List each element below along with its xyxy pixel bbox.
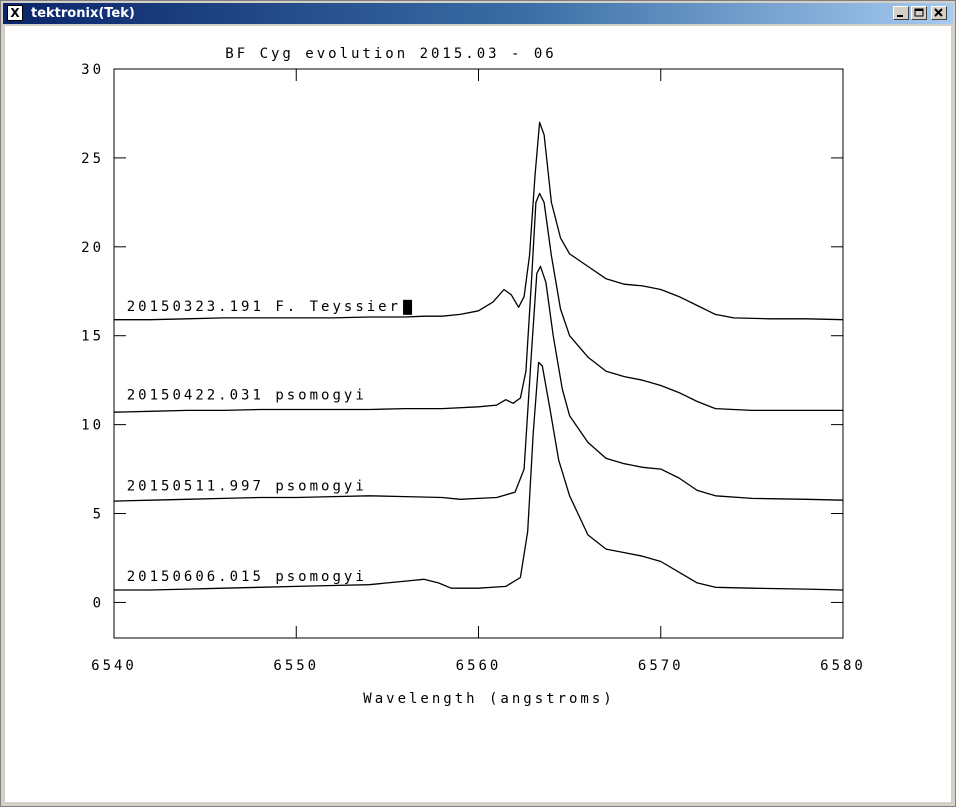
- series-label-4: 20150606.015 psomogyi: [127, 569, 367, 585]
- y-tick-label: 20: [81, 240, 104, 256]
- y-tick-label: 10: [81, 418, 104, 434]
- tek-canvas: 6540 6550 6560 6570 6580 0 5 10 15 20 25 30 2015032…: [5, 26, 951, 802]
- minimize-button[interactable]: [893, 6, 909, 20]
- series-line-1: [114, 121, 844, 321]
- x-tick-label: 6560: [456, 658, 502, 674]
- maximize-button[interactable]: [911, 6, 927, 20]
- title-bar[interactable]: X tektronix(Tek): [3, 3, 953, 24]
- plot-frame: [113, 68, 844, 639]
- minimize-icon: [897, 15, 903, 17]
- x-tick-label: 6570: [638, 658, 684, 674]
- chart-title: BF Cyg evolution 2015.03 - 06: [225, 46, 556, 62]
- close-button[interactable]: [931, 6, 947, 20]
- series-label-3: 20150511.997 psomogyi: [127, 478, 367, 494]
- y-tick-label: 30: [81, 62, 104, 78]
- window-title: tektronix(Tek): [31, 6, 135, 21]
- series-label-1: 20150323.191 F. Teyssier: [127, 299, 401, 315]
- x-tick-label: 6540: [91, 658, 137, 674]
- y-tick-label: 15: [81, 329, 104, 345]
- spectrum-chart: 6540 6550 6560 6570 6580 0 5 10 15 20 25 30 2015032…: [81, 46, 866, 707]
- y-tick-label: 0: [93, 595, 104, 611]
- series-label-2: 20150422.031 psomogyi: [127, 388, 367, 404]
- x-tick-label: 6550: [273, 658, 319, 674]
- maximize-icon: [914, 8, 924, 17]
- text-cursor: [403, 299, 413, 315]
- x-window-icon[interactable]: X: [7, 5, 23, 21]
- x-axis-label: Wavelength (angstroms): [363, 691, 614, 707]
- close-icon: [934, 8, 943, 17]
- series-line-4: [114, 361, 844, 591]
- x-tick-label: 6580: [820, 658, 866, 674]
- y-tick-label: 25: [81, 151, 104, 167]
- y-tick-label: 5: [93, 507, 104, 523]
- series-line-3: [113, 265, 844, 502]
- series-line-2: [113, 192, 843, 413]
